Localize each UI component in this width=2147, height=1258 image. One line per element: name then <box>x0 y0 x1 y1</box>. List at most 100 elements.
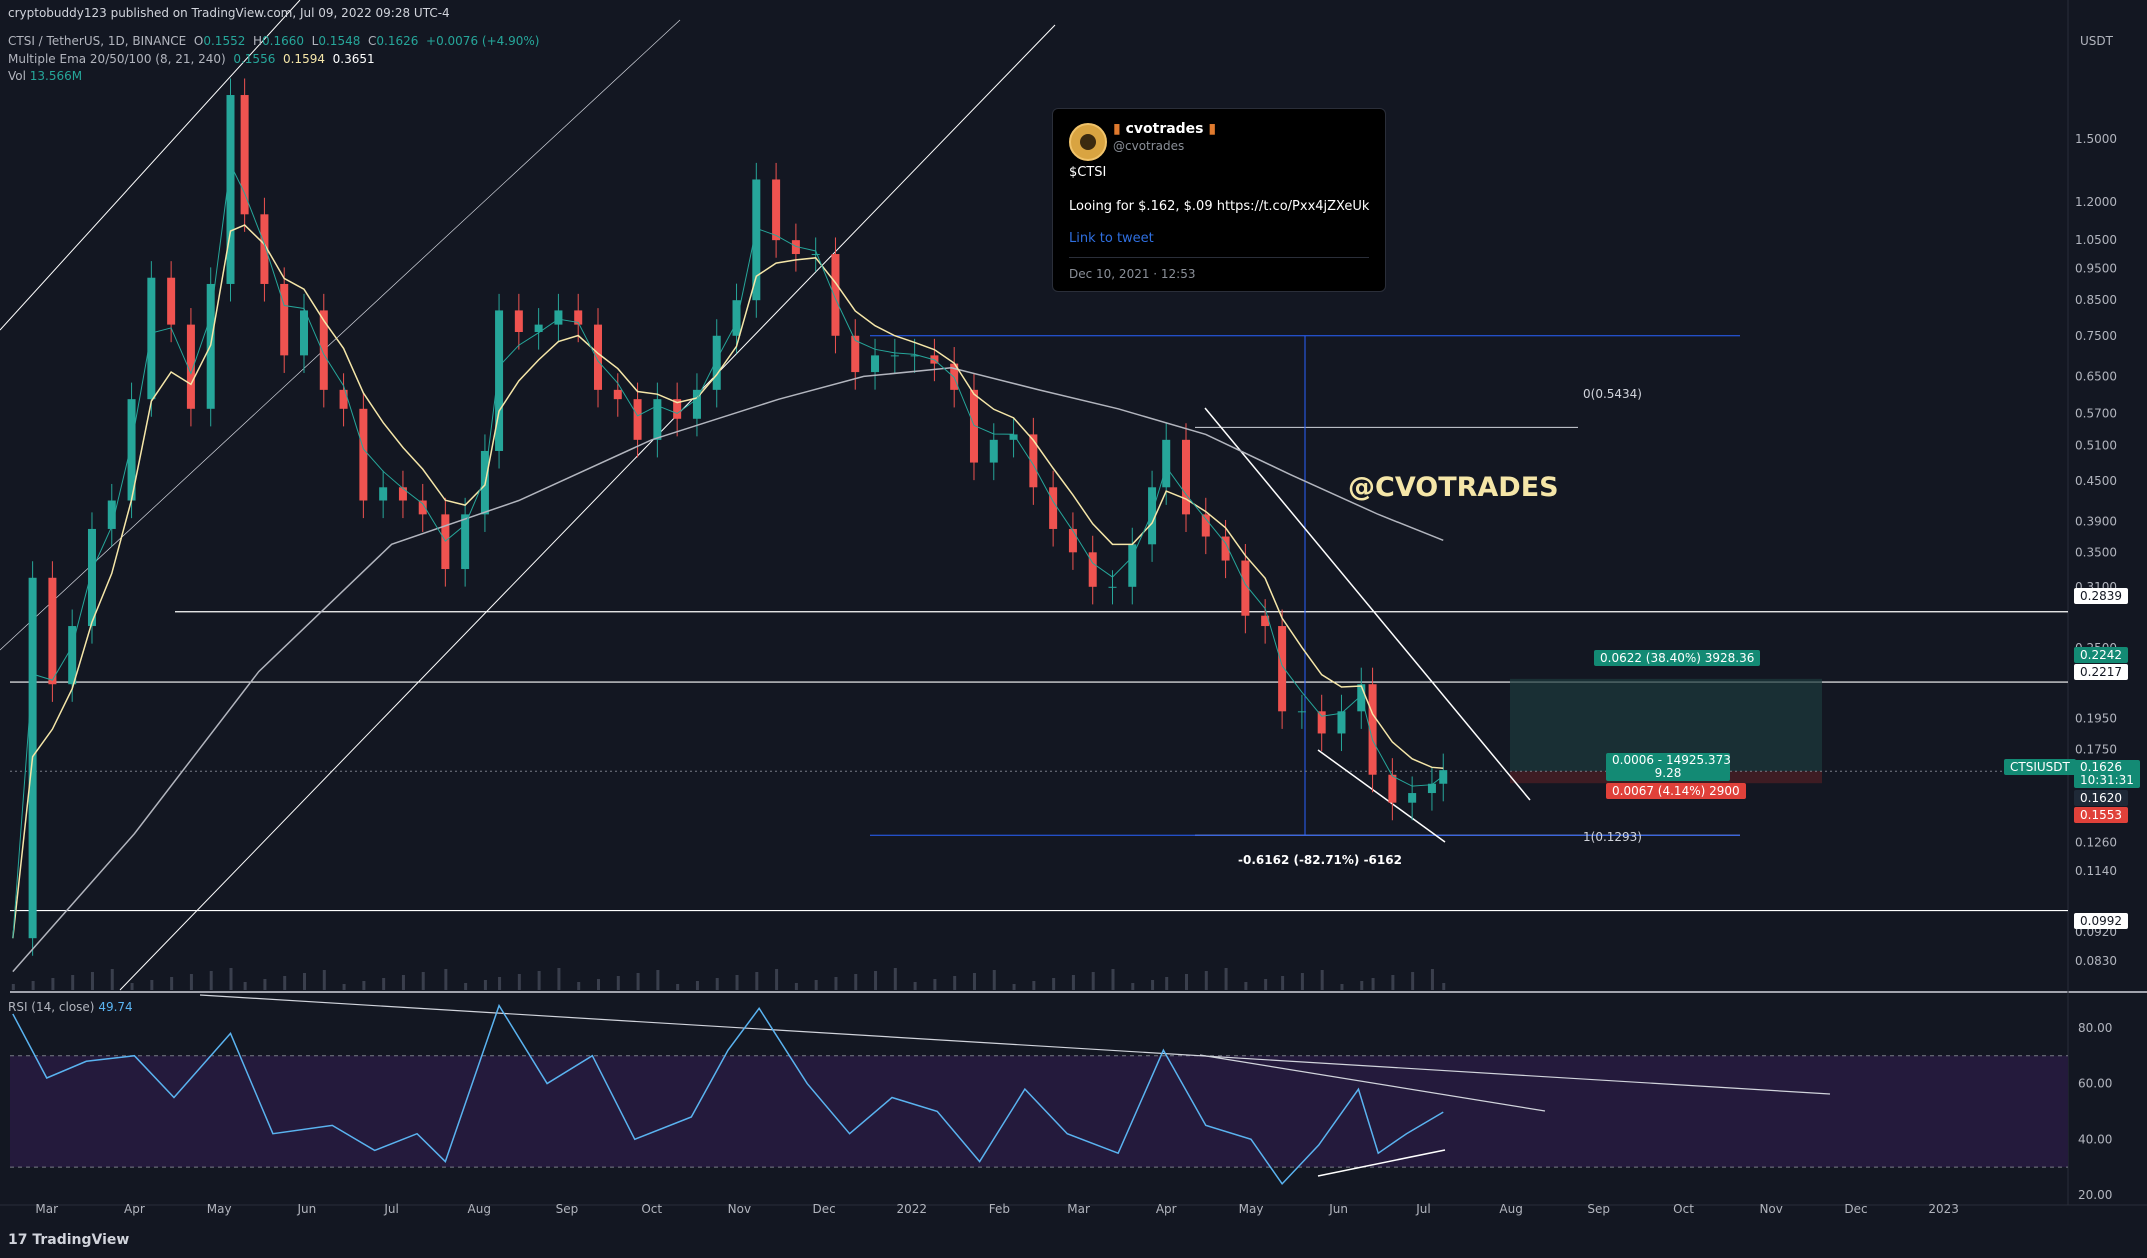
time-tick-6: Sep <box>556 1202 579 1216</box>
price-tag-1: 0.2242 <box>2074 647 2128 663</box>
candle-body-66 <box>1297 711 1306 713</box>
candle-body-49 <box>969 389 978 463</box>
candle-body-50 <box>989 439 998 463</box>
trendline-middle-channel <box>0 19 681 651</box>
candle-body-62 <box>1221 536 1230 561</box>
candle-body-23 <box>461 514 470 570</box>
volume-bar-55 <box>1091 972 1095 990</box>
time-tick-0: Mar <box>35 1202 58 1216</box>
time-tick-10: 2022 <box>897 1202 928 1216</box>
volume-bar-45 <box>893 968 897 990</box>
candle-body-48 <box>950 363 959 390</box>
volume-bar-54 <box>1071 975 1075 990</box>
candle-body-28 <box>554 310 563 325</box>
volume-bar-43 <box>854 974 858 990</box>
candle-body-52 <box>1029 434 1038 488</box>
tweet-handle: @cvotrades <box>1113 139 1185 153</box>
rsi-resistance <box>1199 1054 1546 1112</box>
trendline-upper-channel <box>0 0 301 331</box>
candle-body-32 <box>633 399 642 440</box>
candle-body-34 <box>673 399 682 419</box>
time-tick-17: Aug <box>1499 1202 1522 1216</box>
volume-bar-15 <box>303 973 306 990</box>
volume-bar-32 <box>636 973 640 990</box>
volume-bar-8 <box>170 977 174 990</box>
time-tick-9: Dec <box>813 1202 836 1216</box>
watermark: @CVOTRADES <box>1348 472 1559 503</box>
candle-body-13 <box>260 214 269 284</box>
volume-bar-5 <box>110 969 114 990</box>
volume-bar-70 <box>1371 978 1375 990</box>
volume-bar-9 <box>189 974 193 990</box>
candle-body-39 <box>772 179 781 241</box>
price-tick-3: 0.9500 <box>2075 262 2117 276</box>
candle-body-4 <box>87 528 96 627</box>
volume-bar-24 <box>483 980 487 990</box>
volume-bar-26 <box>517 974 521 990</box>
volume-bar-68 <box>1340 984 1344 990</box>
rsi-band <box>10 1055 2068 1168</box>
volume-bar-73 <box>1430 969 1434 990</box>
volume-legend: Vol 13.566M <box>8 69 83 83</box>
volume-bar-49 <box>972 973 976 990</box>
candle-body-68 <box>1337 711 1346 734</box>
volume-bar-35 <box>695 981 699 990</box>
price-tick-7: 0.5700 <box>2075 407 2117 421</box>
volume-bar-71 <box>1391 975 1395 990</box>
time-tick-2: May <box>207 1202 232 1216</box>
volume-bar-7 <box>150 980 154 990</box>
volume-bar-48 <box>953 976 957 990</box>
volume-bar-10 <box>209 971 213 990</box>
candle-body-67 <box>1317 711 1326 734</box>
candle-body-64 <box>1261 615 1270 627</box>
candle-body-40 <box>791 240 800 255</box>
volume-bar-25 <box>498 977 502 990</box>
tweet-link[interactable]: Link to tweet <box>1069 231 1154 246</box>
fib-top-label: 0(0.5434) <box>1583 387 1642 401</box>
price-tick-6: 0.6500 <box>2075 369 2117 383</box>
volume-bar-29 <box>577 982 581 990</box>
time-tick-18: Sep <box>1587 1202 1610 1216</box>
candle-body-46 <box>910 355 919 357</box>
candle-body-11 <box>226 95 235 284</box>
candle-body-74 <box>1439 770 1448 784</box>
candle-body-54 <box>1068 528 1077 553</box>
volume-bar-13 <box>263 979 267 990</box>
candle-body-37 <box>732 300 741 336</box>
volume-bar-69 <box>1360 981 1364 990</box>
ema-240-line <box>12 367 1444 973</box>
time-tick-12: Mar <box>1067 1202 1090 1216</box>
volume-bar-28 <box>557 968 561 990</box>
candle-body-73 <box>1427 783 1436 794</box>
volume-bar-57 <box>1131 983 1135 990</box>
tweet-text-ticker: $CTSI <box>1069 165 1107 180</box>
volume-bar-65 <box>1281 976 1285 990</box>
tweet-card[interactable]: ▮ cvotrades ▮ @cvotrades $CTSI Looing fo… <box>1052 108 1386 292</box>
logo-icon: 17 <box>8 1232 33 1248</box>
price-tick-16: 0.1260 <box>2075 836 2117 850</box>
volume-bar-31 <box>616 976 620 990</box>
volume-bar-66 <box>1300 973 1304 990</box>
fib-bottom-label: 1(0.1293) <box>1583 830 1642 844</box>
time-tick-19: Oct <box>1673 1202 1694 1216</box>
price-tick-0: 1.5000 <box>2075 132 2117 146</box>
time-tick-21: Dec <box>1844 1202 1867 1216</box>
candle-body-38 <box>752 179 761 301</box>
volume-bar-41 <box>814 980 818 990</box>
candle-body-18 <box>359 408 368 501</box>
tradingview-logo[interactable]: 17 TradingView <box>8 1232 130 1248</box>
rsi-support <box>1317 1149 1446 1177</box>
volume-bar-19 <box>382 978 386 990</box>
volume-bar-27 <box>537 971 541 990</box>
publisher-line: cryptobuddy123 published on TradingView.… <box>8 6 450 20</box>
candle-body-72 <box>1408 793 1417 803</box>
time-tick-1: Apr <box>124 1202 145 1216</box>
candle-body-51 <box>1009 434 1018 440</box>
time-tick-3: Jun <box>296 1202 316 1216</box>
candle-body-63 <box>1241 560 1250 616</box>
trendline-lower-channel <box>119 24 1056 991</box>
time-tick-4: Jul <box>383 1202 398 1216</box>
candle-body-21 <box>418 500 427 515</box>
time-tick-5: Aug <box>468 1202 491 1216</box>
avatar <box>1069 123 1107 161</box>
